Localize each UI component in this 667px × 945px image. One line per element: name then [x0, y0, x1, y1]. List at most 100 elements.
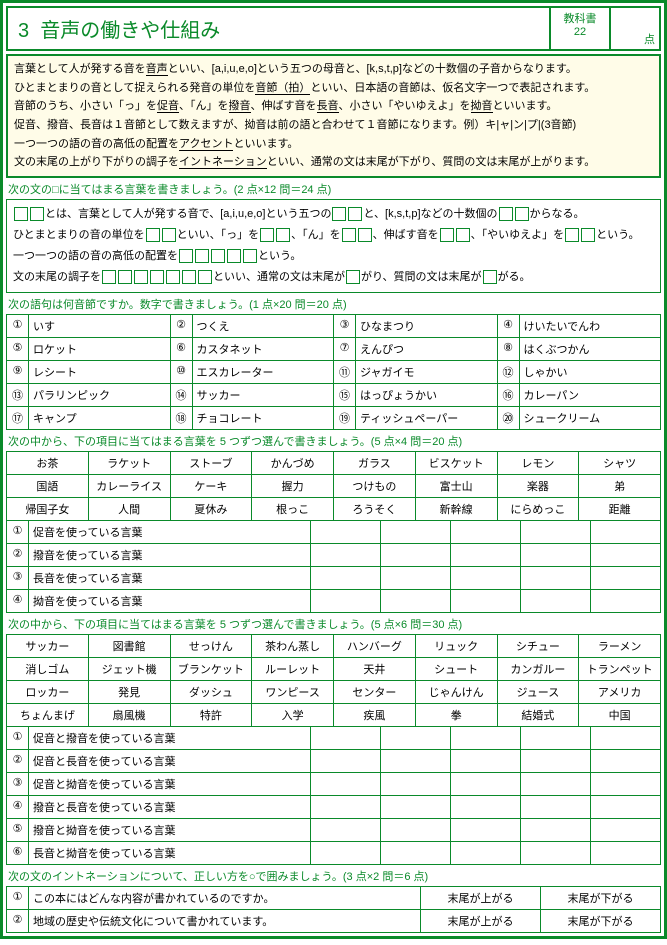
answer-cell[interactable] [311, 842, 381, 865]
blank[interactable] [211, 249, 225, 263]
answer-cell[interactable] [381, 750, 451, 773]
answer-cell[interactable] [521, 819, 591, 842]
answer-cell[interactable] [451, 842, 521, 865]
word-cell: 疾風 [334, 704, 416, 727]
answer-cell[interactable] [381, 567, 451, 590]
answer-cell[interactable] [591, 521, 661, 544]
answer-cell[interactable] [591, 750, 661, 773]
blank[interactable] [146, 228, 160, 242]
blank[interactable] [182, 270, 196, 284]
into-option-down[interactable]: 末尾が下がる [541, 887, 661, 910]
answer-cell[interactable] [591, 590, 661, 613]
answer-cell[interactable] [381, 521, 451, 544]
answer-cell[interactable] [381, 773, 451, 796]
answer-cell[interactable] [381, 590, 451, 613]
answer-cell[interactable] [521, 773, 591, 796]
answer-cell[interactable] [311, 727, 381, 750]
answer-cell[interactable] [451, 544, 521, 567]
answer-cell[interactable] [311, 750, 381, 773]
cat-num: ③ [7, 773, 29, 796]
blank[interactable] [332, 207, 346, 221]
answer-cell[interactable] [451, 819, 521, 842]
answer-cell[interactable] [591, 819, 661, 842]
word-cell: シチュー [498, 635, 580, 658]
answer-cell[interactable] [451, 727, 521, 750]
answer-cell[interactable] [451, 796, 521, 819]
blank[interactable] [198, 270, 212, 284]
item-word: チョコレート [193, 407, 335, 430]
word-cell: 握力 [252, 475, 334, 498]
blank[interactable] [346, 270, 360, 284]
blank[interactable] [150, 270, 164, 284]
answer-cell[interactable] [451, 521, 521, 544]
answer-cell[interactable] [591, 842, 661, 865]
answer-cell[interactable] [521, 544, 591, 567]
blank[interactable] [581, 228, 595, 242]
into-option-down[interactable]: 末尾が下がる [541, 910, 661, 933]
blank[interactable] [499, 207, 513, 221]
answer-cell[interactable] [451, 750, 521, 773]
answer-cell[interactable] [381, 727, 451, 750]
answer-cell[interactable] [521, 567, 591, 590]
blank[interactable] [440, 228, 454, 242]
item-num: ① [7, 315, 29, 338]
answer-cell[interactable] [451, 567, 521, 590]
answer-cell[interactable] [521, 521, 591, 544]
answer-cell[interactable] [591, 773, 661, 796]
answer-cell[interactable] [311, 796, 381, 819]
answer-cell[interactable] [381, 819, 451, 842]
answer-cell[interactable] [311, 567, 381, 590]
blank[interactable] [195, 249, 209, 263]
blank[interactable] [102, 270, 116, 284]
blank[interactable] [565, 228, 579, 242]
answer-cell[interactable] [521, 727, 591, 750]
cat-num: ① [7, 521, 29, 544]
blank[interactable] [179, 249, 193, 263]
answer-cell[interactable] [591, 727, 661, 750]
category-grid-4: ①促音と撥音を使っている言葉②促音と長音を使っている言葉③促音と拗音を使っている… [6, 727, 661, 865]
cat-num: ③ [7, 567, 29, 590]
blank[interactable] [260, 228, 274, 242]
answer-cell[interactable] [521, 750, 591, 773]
item-num: ⑥ [171, 338, 193, 361]
blank[interactable] [483, 270, 497, 284]
blank[interactable] [118, 270, 132, 284]
item-word: はくぶつかん [520, 338, 662, 361]
answer-cell[interactable] [521, 590, 591, 613]
blank[interactable] [276, 228, 290, 242]
cat-label: 長音を使っている言葉 [29, 567, 311, 590]
answer-cell[interactable] [311, 590, 381, 613]
into-option-up[interactable]: 末尾が上がる [421, 887, 541, 910]
into-question: この本にはどんな内容が書かれているのですか。 [29, 887, 421, 910]
answer-cell[interactable] [381, 842, 451, 865]
answer-cell[interactable] [311, 521, 381, 544]
answer-cell[interactable] [311, 819, 381, 842]
blank[interactable] [358, 228, 372, 242]
answer-cell[interactable] [311, 773, 381, 796]
answer-cell[interactable] [381, 796, 451, 819]
blank[interactable] [227, 249, 241, 263]
answer-cell[interactable] [451, 773, 521, 796]
answer-cell[interactable] [591, 567, 661, 590]
blank[interactable] [166, 270, 180, 284]
answer-cell[interactable] [591, 544, 661, 567]
answer-cell[interactable] [521, 842, 591, 865]
answer-cell[interactable] [311, 544, 381, 567]
word-cell: 結婚式 [498, 704, 580, 727]
blank[interactable] [162, 228, 176, 242]
answer-cell[interactable] [521, 796, 591, 819]
blank[interactable] [342, 228, 356, 242]
blank[interactable] [30, 207, 44, 221]
word-cell: 入学 [252, 704, 334, 727]
into-option-up[interactable]: 末尾が上がる [421, 910, 541, 933]
answer-cell[interactable] [451, 590, 521, 613]
blank[interactable] [456, 228, 470, 242]
blank[interactable] [134, 270, 148, 284]
blank[interactable] [14, 207, 28, 221]
blank[interactable] [243, 249, 257, 263]
pts-suffix: 点 [644, 31, 655, 47]
answer-cell[interactable] [591, 796, 661, 819]
answer-cell[interactable] [381, 544, 451, 567]
blank[interactable] [515, 207, 529, 221]
blank[interactable] [348, 207, 362, 221]
